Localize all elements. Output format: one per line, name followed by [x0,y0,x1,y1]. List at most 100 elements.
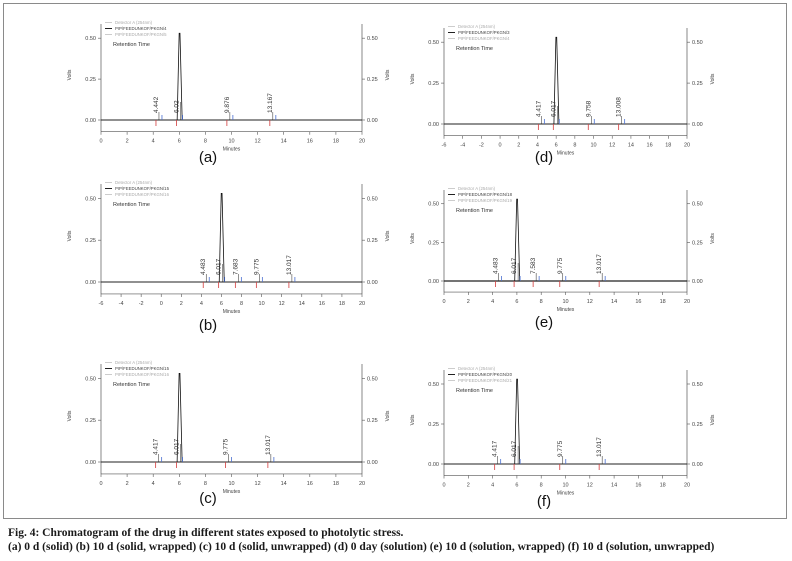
panel-2-y-tick-label-left: 0.50 [85,196,96,202]
panel-4-y-tick-label-left: 0.50 [428,40,439,46]
panel-3-y-tick-label-left: 0.50 [85,376,96,382]
panel-2-x-axis-label: Minutes [223,309,241,315]
panel-1-main-peak [176,32,183,121]
panel-4-x-tick-label: -4 [460,143,465,149]
panel-2-x-tick-label: -6 [99,301,104,307]
panel-2-x-tick-label: -4 [119,301,124,307]
panel-3-y-tick-label-left: 0.25 [85,418,96,424]
panel-5-x-tick-label: 12 [587,299,593,305]
panel-1-peak-label: 6.02 [174,100,181,113]
panel-1-y-tick-label-right: 0.00 [367,118,378,124]
panel-1-x-tick-label: 2 [126,139,129,145]
panel-5-y-tick-label-left: 0.00 [428,279,439,285]
panel-6-legend-entry: PIP/FEEDUNKOF/PKGN/20 [458,372,513,377]
panel-6-y-tick-label-left: 0.25 [428,422,439,428]
panel-1-legend-entry: PIP/FEEDUNKOF/PKGN/4 [115,26,167,31]
panel-4-y-axis-label-right: Volts [710,73,716,84]
panel-2-legend-entry: Detector A (254nm) [115,180,153,185]
panel-1-x-tick-label: 4 [152,139,155,145]
panel-4-y-tick-label-left: 0.25 [428,81,439,87]
panel-2-y-tick-label-left: 0.00 [85,280,96,286]
panel-3-peak-label: 6.017 [174,438,181,455]
panel-4-panel-label: (d) [535,149,553,166]
panel-3-y-axis-label-right: Volts [385,410,391,421]
panel-5-main-peak [514,198,521,282]
panel-1-y-tick-label-right: 0.50 [367,36,378,42]
panel-4-x-tick-label: 14 [628,143,634,149]
panel-4-y-axis-label-left: Volts [410,73,416,84]
panel-6-y-tick-label-left: 0.50 [428,382,439,388]
panel-4-legend-retention-time: Retention Time [456,46,493,52]
panel-4-x-tick-label: 18 [665,143,671,149]
panel-4-x-tick-label: -2 [479,143,484,149]
panel-6: 0 2 4 6 8 10 12 14 16 18 20 Minutes 0.00 0.25 0.50 0.00… [410,366,716,510]
panel-6-x-tick-label: 2 [467,482,470,488]
panel-1-x-tick-label: 18 [333,139,339,145]
panel-1: 0 2 4 6 8 10 12 14 16 18 20 Minutes 0.00 0.25 0.50 0.00… [67,20,391,166]
panel-5-panel-label: (e) [535,314,553,331]
panel-4-peak-label: 6.017 [550,100,557,117]
panel-4-x-tick-label: 12 [609,143,615,149]
panel-5-legend-retention-time: Retention Time [456,208,493,214]
panel-4-x-tick-label: 4 [536,143,539,149]
panel-6-y-axis-label-left: Volts [410,414,416,425]
panel-5-y-tick-label-right: 0.25 [692,240,703,246]
panel-1-y-tick-label-left: 0.50 [85,36,96,42]
panel-6-x-tick-label: 20 [684,482,690,488]
panel-1-x-tick-label: 16 [307,139,313,145]
panel-4-x-tick-label: 8 [573,143,576,149]
panel-5-legend-entry: PIP/FEEDUNKOF/PKGN/19 [458,198,513,203]
panel-4-peak-label: 4.417 [535,100,542,117]
panel-3: 0 2 4 6 8 10 12 14 16 18 20 Minutes 0.00 0.25 0.50 0.00… [67,360,391,507]
panel-2-y-axis-label-right: Volts [385,230,391,241]
panel-3-x-tick-label: 12 [255,481,261,487]
panel-5-peak-label: 4.483 [492,257,499,274]
panel-1-x-tick-label: 20 [359,139,365,145]
panel-4-peak-label: 9.758 [585,100,592,117]
panel-6-y-tick-label-right: 0.50 [692,382,703,388]
panel-6-x-tick-label: 18 [660,482,666,488]
panel-5-x-tick-label: 2 [467,299,470,305]
panel-2-x-tick-label: 20 [359,301,365,307]
panel-1-legend-entry: PIP/FEEDUNKOF/PKGN/5 [115,32,167,37]
panel-5: 0 2 4 6 8 10 12 14 16 18 20 Minutes 0.00 0.25 0.50 0.00… [410,186,716,331]
panel-6-main-peak [514,378,521,465]
panel-3-legend-retention-time: Retention Time [113,382,150,388]
panel-1-y-tick-label-left: 0.00 [85,118,96,124]
panel-1-peak-label: 9.876 [224,96,231,113]
panel-1-legend-retention-time: Retention Time [113,42,150,48]
panel-3-x-tick-label: 18 [333,481,339,487]
panel-2-legend-entry: PIP/FEEDUNKOF/PKGN/15 [115,186,170,191]
panel-5-x-tick-label: 18 [660,299,666,305]
panel-3-y-tick-label-right: 0.25 [367,418,378,424]
panel-1-peak-label: 4.442 [153,96,160,113]
panel-2-y-axis-label-left: Volts [67,230,73,241]
panel-5-peak-label: 7.583 [530,257,537,274]
panel-6-legend-entry: PIP/FEEDUNKOF/PKGN/21 [458,378,513,383]
panel-1-x-axis-label: Minutes [223,147,241,153]
panel-6-x-axis-label: Minutes [557,490,575,496]
panel-5-y-tick-label-left: 0.25 [428,240,439,246]
panel-6-legend-retention-time: Retention Time [456,388,493,394]
panel-5-y-axis-label-right: Volts [710,233,716,244]
panel-5-x-tick-label: 8 [540,299,543,305]
panel-2-peak-label: 9.775 [253,258,260,275]
panel-5-peak-label: 6.017 [511,257,518,274]
panel-5-peak-label: 13.017 [596,254,603,274]
panel-1-y-axis-label-right: Volts [385,69,391,80]
panel-3-x-axis-label: Minutes [223,489,241,495]
panel-2-legend-entry: PIP/FEEDUNKOF/PKGN/16 [115,192,170,197]
panel-4-legend-entry: PIP/FEEDUNKOF/PKGN/4 [458,36,510,41]
panel-2-peak-label: 6.017 [216,258,223,275]
panel-6-x-tick-label: 14 [611,482,617,488]
panel-3-y-tick-label-right: 0.50 [367,376,378,382]
caption-parts: (a) 0 d (solid) (b) 10 d (solid, wrapped… [8,541,715,553]
caption-title: Fig. 4: Chromatogram of the drug in diff… [8,527,404,539]
panel-4-y-tick-label-right: 0.25 [692,81,703,87]
panel-2-peak-label: 4.483 [200,258,207,275]
panel-4-peak-label: 13.008 [616,97,623,117]
panel-6-x-tick-label: 8 [540,482,543,488]
figure-caption: Fig. 4: Chromatogram of the drug in diff… [8,526,788,555]
panel-2-legend-retention-time: Retention Time [113,202,150,208]
panel-2-peak-label: 13.017 [286,255,293,275]
